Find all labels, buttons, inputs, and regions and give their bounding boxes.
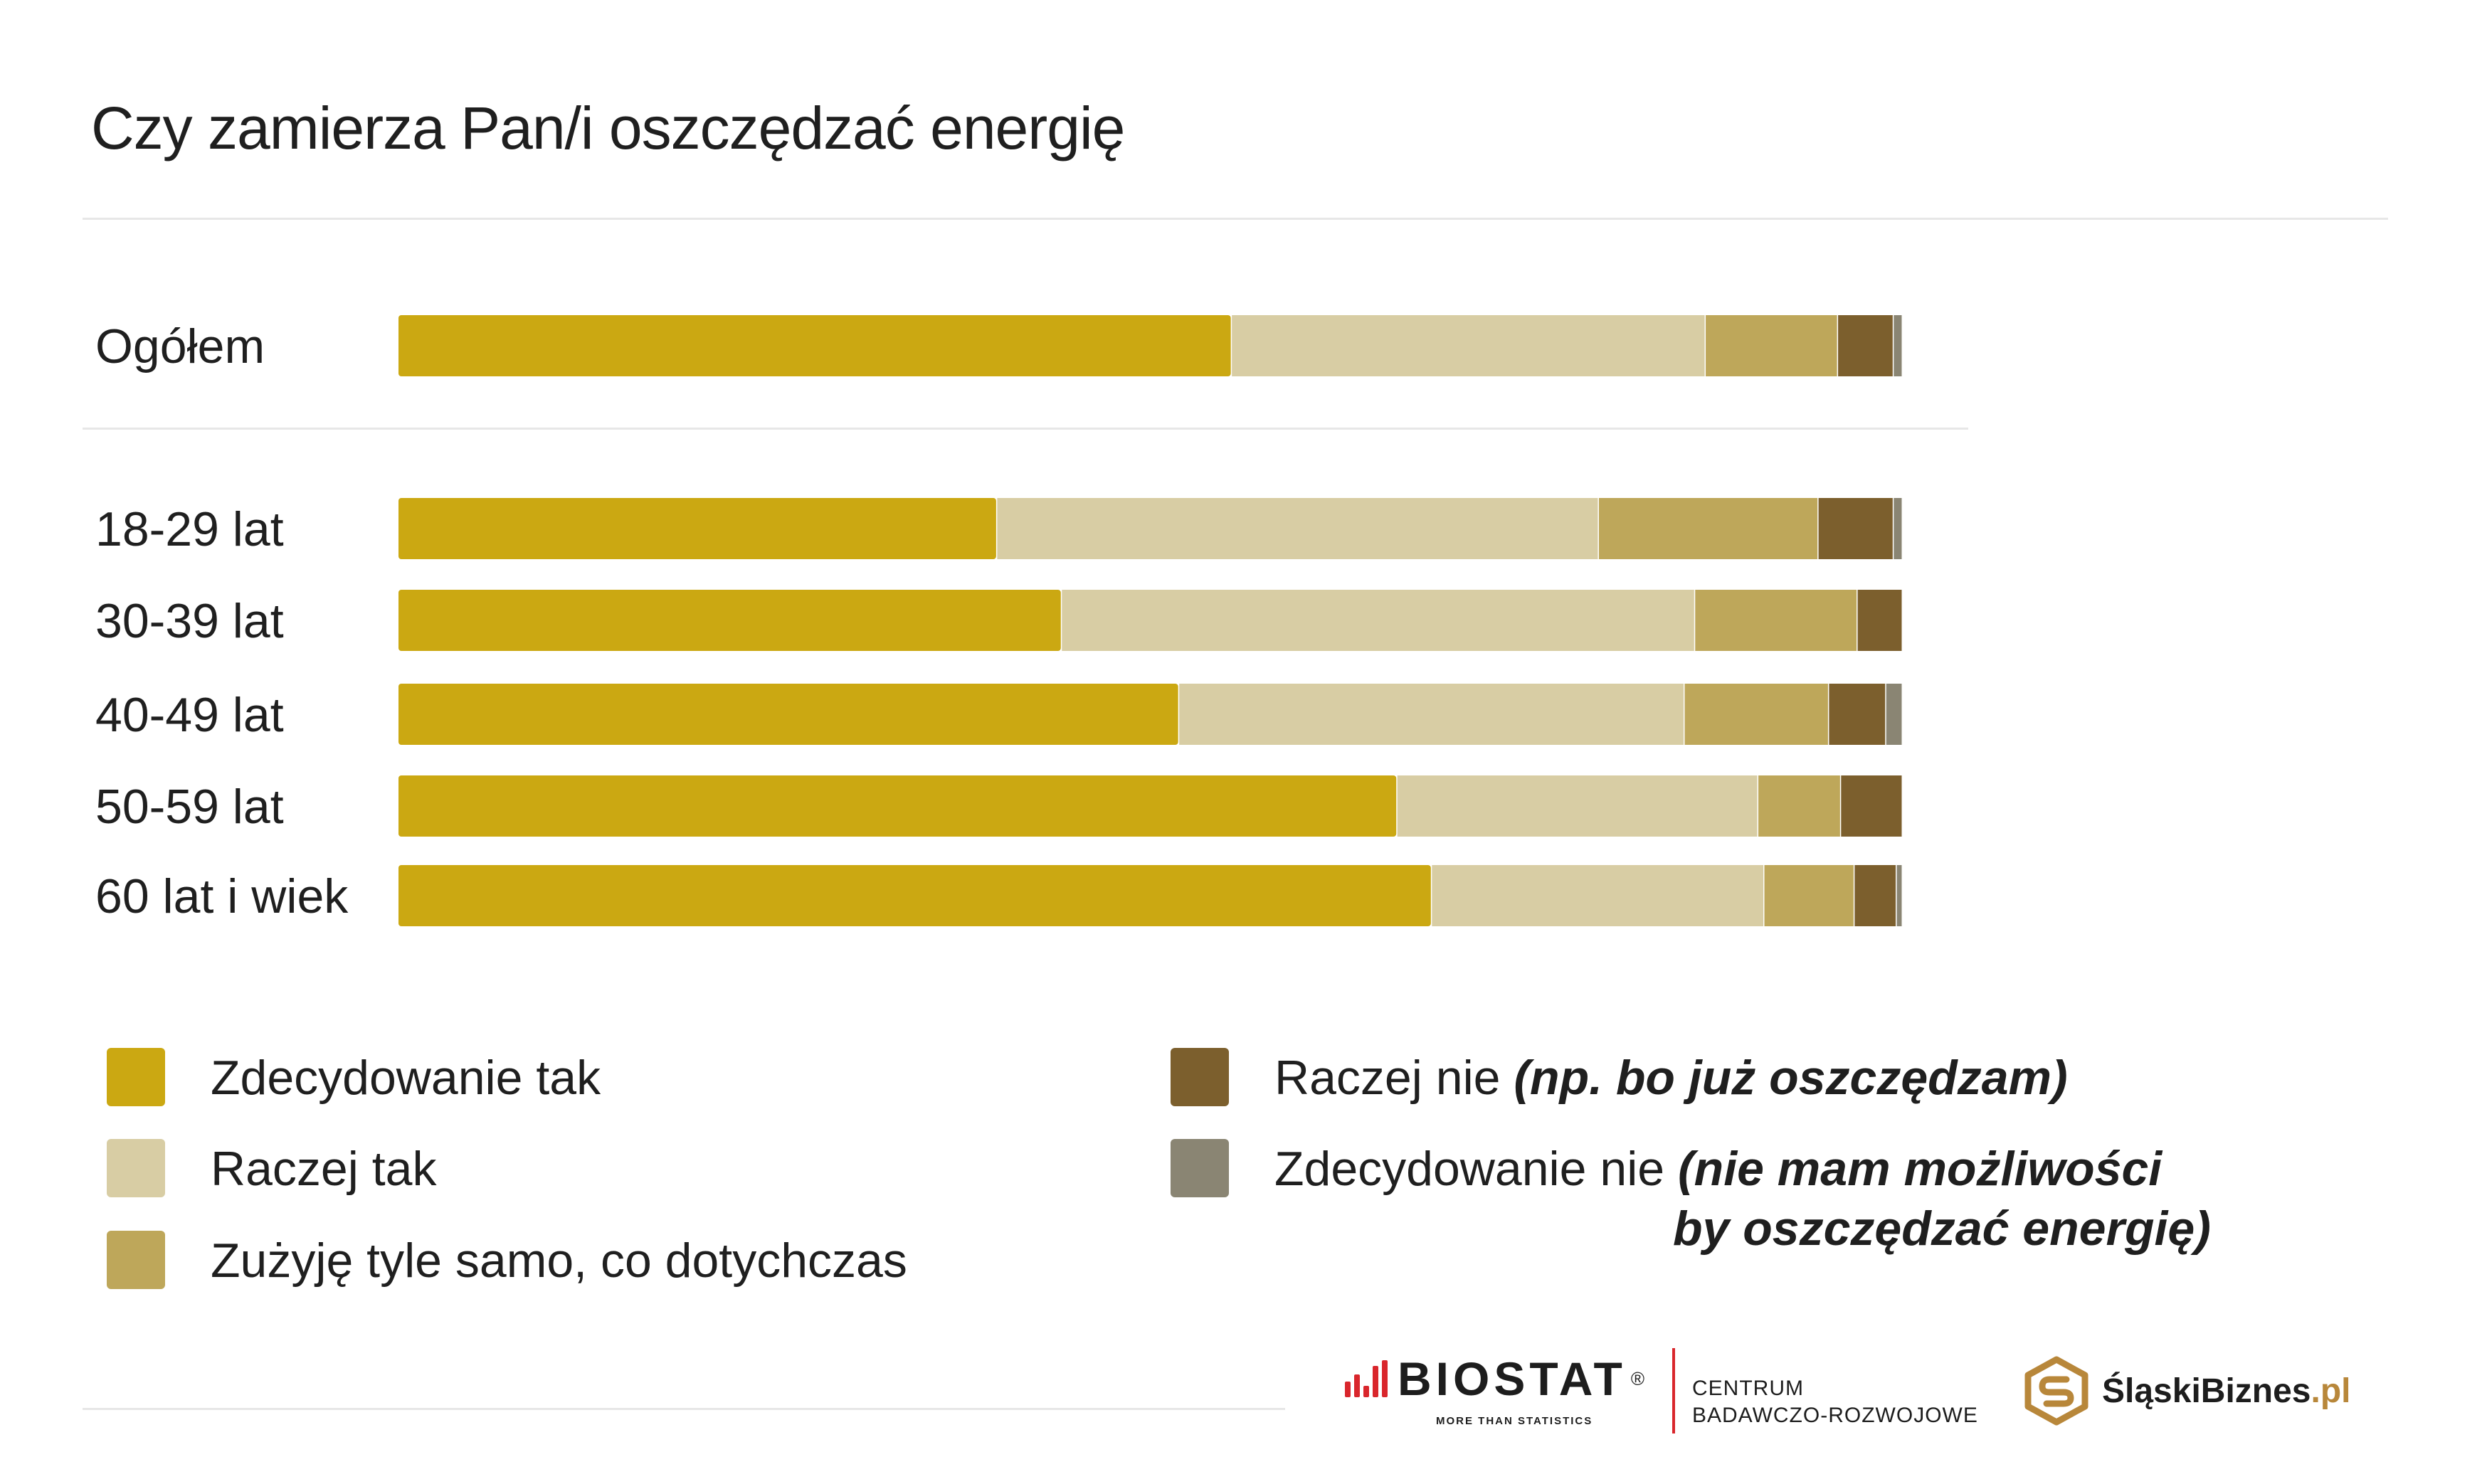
row-label: 60 lat i wiek [95, 869, 349, 923]
bar-segment [1598, 498, 1818, 559]
slaski-word: ŚląskiBiznes [2102, 1372, 2311, 1410]
bar-segment [1062, 590, 1694, 651]
bar-segment [398, 315, 1231, 376]
biostat-logo: BIOSTAT ® [1345, 1355, 1644, 1402]
legend-note: (np. bo już oszczędzam) [1514, 1051, 2068, 1105]
legend-label: Zużyję tyle samo, co dotychczas [211, 1231, 907, 1290]
bar-segment [1886, 684, 1902, 745]
legend-label-text: Raczej tak [211, 1142, 437, 1196]
legend-swatch-zdecydowanie-nie [1171, 1139, 1229, 1197]
bar-segment [1857, 590, 1902, 651]
row-label: 40-49 lat [95, 688, 284, 742]
bar-segment [1764, 865, 1854, 926]
legend-label: Zdecydowanie nie (nie mam możliwości by o… [1274, 1139, 2211, 1258]
centrum-text: CENTRUM BADAWCZO-ROZWOJOWE [1692, 1375, 1978, 1429]
legend-label-text: Zdecydowanie nie [1274, 1142, 1679, 1196]
legend-item-zdecydowanie-nie: Zdecydowanie nie (nie mam możliwości by o… [1171, 1139, 2211, 1258]
bar-segment [1695, 590, 1857, 651]
legend-item-raczej-nie: Raczej nie (np. bo już oszczędzam) [1171, 1048, 2068, 1108]
bar-segment [1841, 775, 1902, 837]
legend-note: (nie mam możliwości [1678, 1142, 2162, 1196]
bar-segment [1232, 315, 1705, 376]
legend-item-zdecydowanie-tak: Zdecydowanie tak [107, 1048, 601, 1108]
divider-bottom [83, 1408, 1285, 1410]
bar-segment [1894, 315, 1902, 376]
legend-note-line2: by oszczędzać energię) [1673, 1202, 2211, 1256]
legend-swatch-raczej-tak [107, 1139, 165, 1197]
stacked-bar-chart: Ogółem 18-29 lat 30-39 lat 40-49 lat 50-59 l… [95, 315, 1902, 926]
bar-chart-icon [1345, 1360, 1388, 1397]
bar-segment [1829, 684, 1886, 745]
bar-segment [1397, 775, 1758, 837]
bar-segment [1179, 684, 1684, 745]
row-label: 30-39 lat [95, 594, 284, 648]
bar-segment [1758, 775, 1840, 837]
row-label: Ogółem [95, 319, 265, 373]
bar-segment [398, 498, 996, 559]
divider-top [83, 218, 2388, 220]
centrum-line2: BADAWCZO-ROZWOJOWE [1692, 1404, 1978, 1427]
biostat-wordmark: BIOSTAT [1398, 1352, 1627, 1405]
bar-segment [398, 684, 1178, 745]
legend-item-tyle-samo: Zużyję tyle samo, co dotychczas [107, 1231, 907, 1290]
bar-segment [1684, 684, 1828, 745]
legend-label-text: Raczej nie [1274, 1051, 1514, 1105]
bar-segment [1854, 865, 1896, 926]
bar-segment [1706, 315, 1837, 376]
registered-mark: ® [1630, 1367, 1645, 1389]
slaski-wordmark: ŚląskiBiznes.pl [2102, 1372, 2350, 1411]
bar-segment [1838, 315, 1893, 376]
divider-total [83, 428, 1968, 430]
slaski-biznes-logo: ŚląskiBiznes.pl [2021, 1355, 2350, 1426]
bar-segment [1818, 498, 1893, 559]
logo-divider [1672, 1348, 1675, 1433]
bar-segment [398, 590, 1061, 651]
legend-swatch-zdecydowanie-tak [107, 1048, 165, 1106]
legend-label-text: Zużyję tyle samo, co dotychczas [211, 1234, 907, 1288]
bar-segment [1896, 865, 1902, 926]
slaski-suffix: .pl [2311, 1372, 2351, 1410]
legend-label-text: Zdecydowanie tak [211, 1051, 601, 1105]
chart-title: Czy zamierza Pan/i oszczędzać energię [91, 95, 1125, 161]
biostat-tagline: MORE THAN STATISTICS [1436, 1415, 1593, 1427]
bar-segment [398, 865, 1431, 926]
row-label: 50-59 lat [95, 780, 284, 834]
bar-segment [1894, 498, 1902, 559]
hexagon-s-icon [2024, 1356, 2088, 1426]
bar-segment [997, 498, 1598, 559]
legend-swatch-tyle-samo [107, 1231, 165, 1289]
legend-label: Raczej tak [211, 1139, 436, 1199]
legend-item-raczej-tak: Raczej tak [107, 1139, 436, 1199]
legend-label: Raczej nie (np. bo już oszczędzam) [1274, 1048, 2068, 1108]
legend-label: Zdecydowanie tak [211, 1048, 601, 1108]
row-label: 18-29 lat [95, 502, 284, 556]
legend-swatch-raczej-nie [1171, 1048, 1229, 1106]
centrum-line1: CENTRUM [1692, 1377, 1804, 1400]
bar-segment [398, 775, 1397, 837]
bar-segment [1432, 865, 1764, 926]
